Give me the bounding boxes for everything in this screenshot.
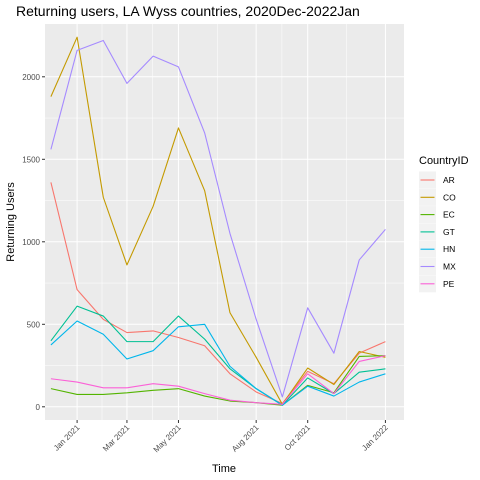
series-lines (50, 36, 386, 406)
x-tick-label: Mar 2021 (101, 423, 132, 454)
legend-item-co: CO (419, 188, 456, 206)
x-axis-ticks: Jan 2021 Mar 2021 May 2021 Aug 2021 Oct 2021… (52, 420, 390, 454)
plot-panel (45, 24, 404, 420)
legend-label: HN (443, 244, 455, 254)
y-axis-ticks: 0 500 1000 1500 2000 (22, 73, 45, 412)
x-axis-title: Time (212, 463, 236, 475)
series-line-hn (50, 320, 386, 406)
legend-label: MX (443, 262, 456, 272)
y-tick-label: 1500 (22, 155, 40, 164)
x-tick-label: Jan 2022 (360, 423, 390, 453)
y-tick-label: 0 (36, 403, 41, 412)
chart-title: Returning users, LA Wyss countries, 2020… (16, 3, 360, 19)
x-tick-label: Aug 2021 (230, 423, 261, 454)
legend-label: GT (443, 227, 455, 237)
legend-item-pe: PE (419, 275, 455, 293)
legend-item-mx: MX (419, 258, 456, 275)
x-tick-label: May 2021 (152, 423, 184, 455)
legend-label: AR (443, 175, 455, 185)
legend-title: CountryID (419, 155, 469, 167)
y-tick-label: 1000 (22, 238, 40, 247)
legend-item-ec: EC (419, 206, 455, 224)
legend-item-hn: HN (419, 240, 455, 258)
legend: CountryID AR CO EC GT HN MX PE (419, 155, 469, 293)
legend-label: CO (443, 192, 456, 202)
legend-item-gt: GT (419, 223, 455, 241)
x-tick-label: Oct 2021 (283, 423, 313, 453)
y-tick-label: 500 (27, 320, 41, 329)
legend-label: PE (443, 279, 455, 289)
grid-lines (45, 24, 404, 420)
x-tick-label: Jan 2021 (52, 423, 82, 453)
y-tick-label: 2000 (22, 73, 40, 82)
series-line-co (50, 36, 386, 405)
legend-label: EC (443, 210, 455, 220)
legend-items: AR CO EC GT HN MX PE (419, 171, 456, 293)
series-line-pe (50, 355, 386, 405)
legend-item-ar: AR (419, 171, 455, 189)
y-axis-title: Returning Users (5, 182, 17, 262)
series-line-mx (50, 39, 386, 398)
